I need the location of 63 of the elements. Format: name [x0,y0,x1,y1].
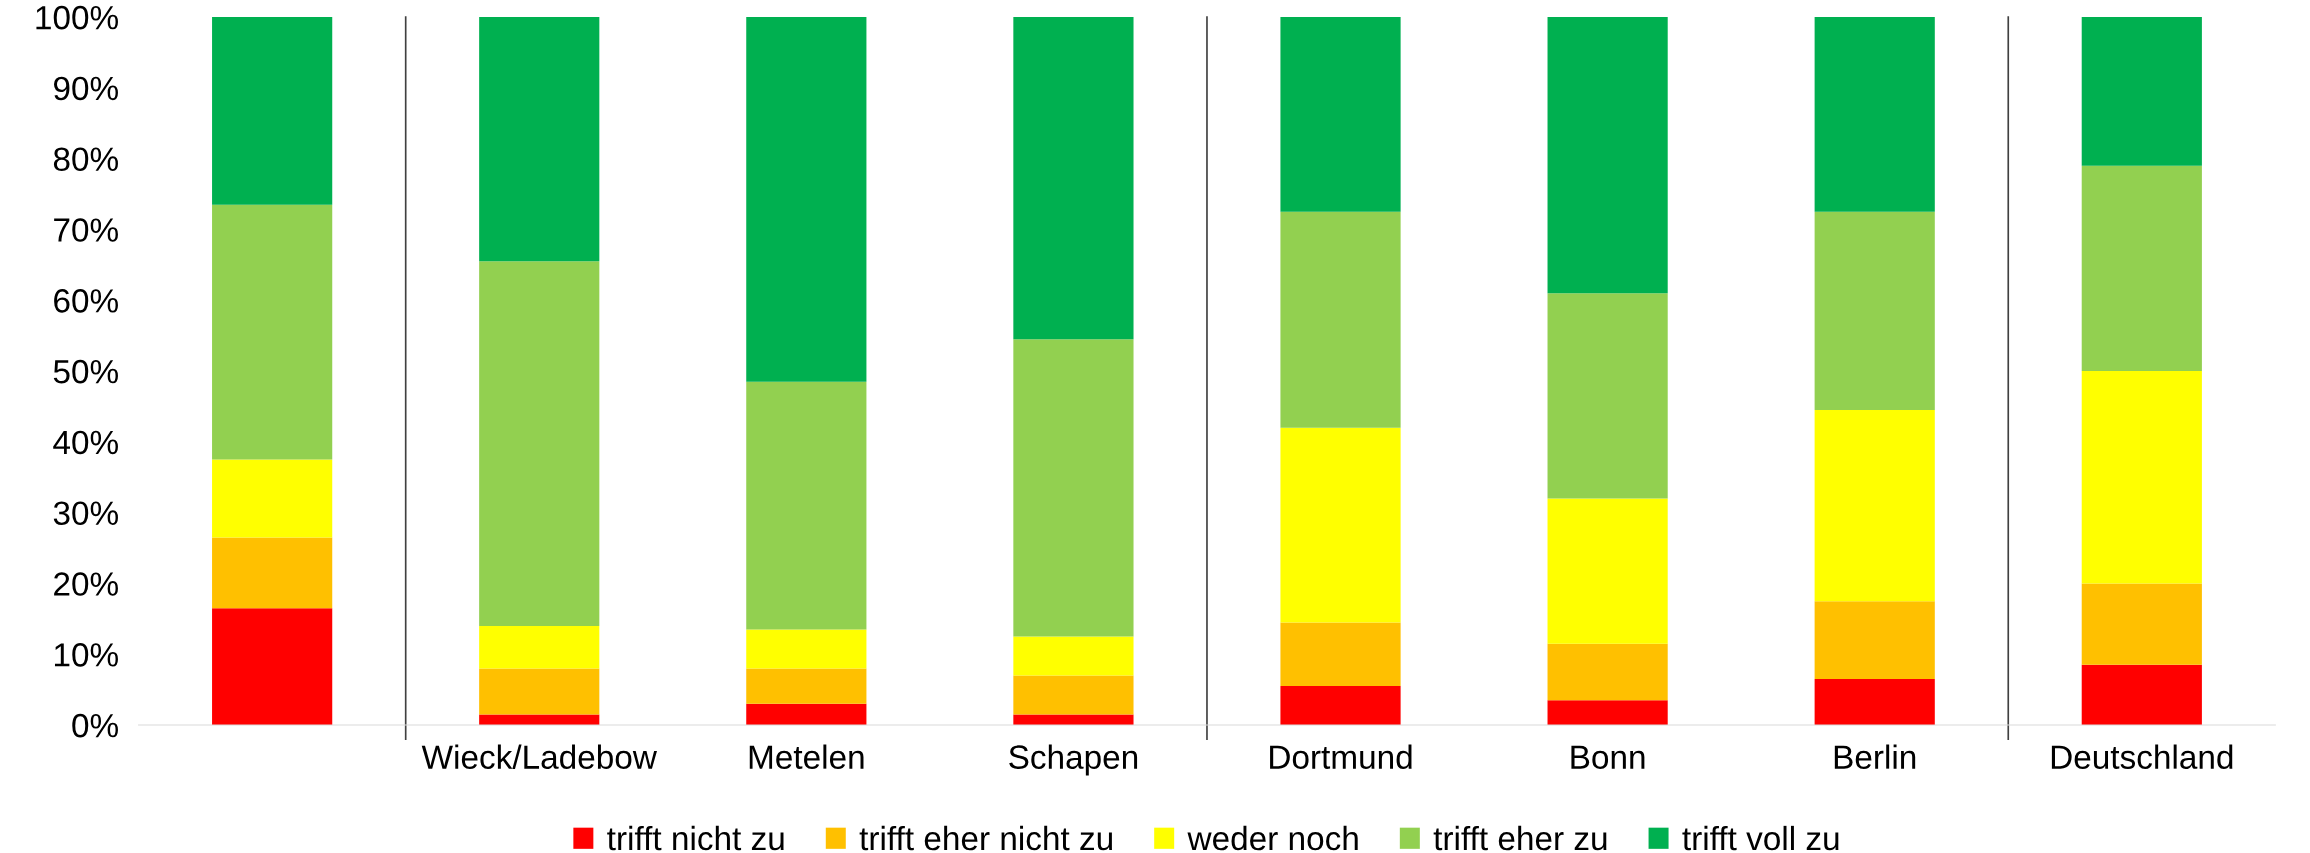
y-tick-label: 60% [54,289,118,313]
y-tick-label: 30% [53,501,118,526]
legend-label: trifft nicht zu [607,825,784,851]
bar [1547,643,1668,701]
y-tick-label: 100% [36,5,118,30]
bar [479,668,600,715]
bar [1814,679,1935,726]
y-tick-label: 40% [53,430,118,455]
bar [1280,686,1401,726]
bar [2081,165,2202,372]
bar [212,17,333,205]
bar [479,261,600,626]
bar [1814,601,1935,680]
bar [1814,409,1935,602]
bar [1280,211,1401,428]
bar [2081,371,2202,584]
bar [2081,17,2202,166]
bar [746,17,867,382]
y-tick-label: 90% [54,76,118,101]
legend-label: trifft voll zu [1682,825,1839,851]
bar [1547,498,1668,644]
x-tick-label: Wieck/Ladebow [421,744,657,769]
bar [746,668,867,704]
bar [746,629,867,669]
bar [1547,293,1668,499]
bar [2081,583,2202,665]
bar [479,714,600,726]
x-tick-label: Schapen [1009,744,1138,776]
bar [1013,339,1134,637]
bar [1280,427,1401,623]
y-tick-label: 50% [53,359,118,384]
bar [746,703,867,726]
legend-label: weder noch [1187,825,1358,851]
y-tick-label: 10% [54,643,118,667]
x-tick-label: Deutschland [2051,744,2233,769]
bar [212,459,333,538]
bar [479,17,600,262]
bar [212,537,333,609]
bar [1013,17,1134,340]
legend-label: trifft eher zu [1433,825,1607,851]
bar [1280,17,1401,212]
bar [1814,17,1935,212]
y-tick-label: 70% [54,218,118,242]
bar [212,204,333,460]
bar [1280,622,1401,687]
bar [479,625,600,669]
bar [1547,700,1668,726]
bar [746,381,867,630]
bar [2081,664,2202,726]
x-tick-label: Dortmund [1270,744,1412,769]
x-tick-label: Berlin [1834,744,1916,769]
bar [1547,17,1668,294]
y-tick-label: 20% [54,572,118,596]
bar [1814,211,1935,410]
y-tick-label: 80% [53,147,118,172]
y-tick-label: 0% [72,713,118,738]
bar [1013,714,1134,726]
x-tick-label: Metelen [749,744,864,769]
bar [1013,675,1134,715]
bar [1013,636,1134,676]
legend-label: trifft eher nicht zu [859,825,1112,851]
bar [212,608,333,726]
x-tick-label: Bonn [1571,745,1645,769]
